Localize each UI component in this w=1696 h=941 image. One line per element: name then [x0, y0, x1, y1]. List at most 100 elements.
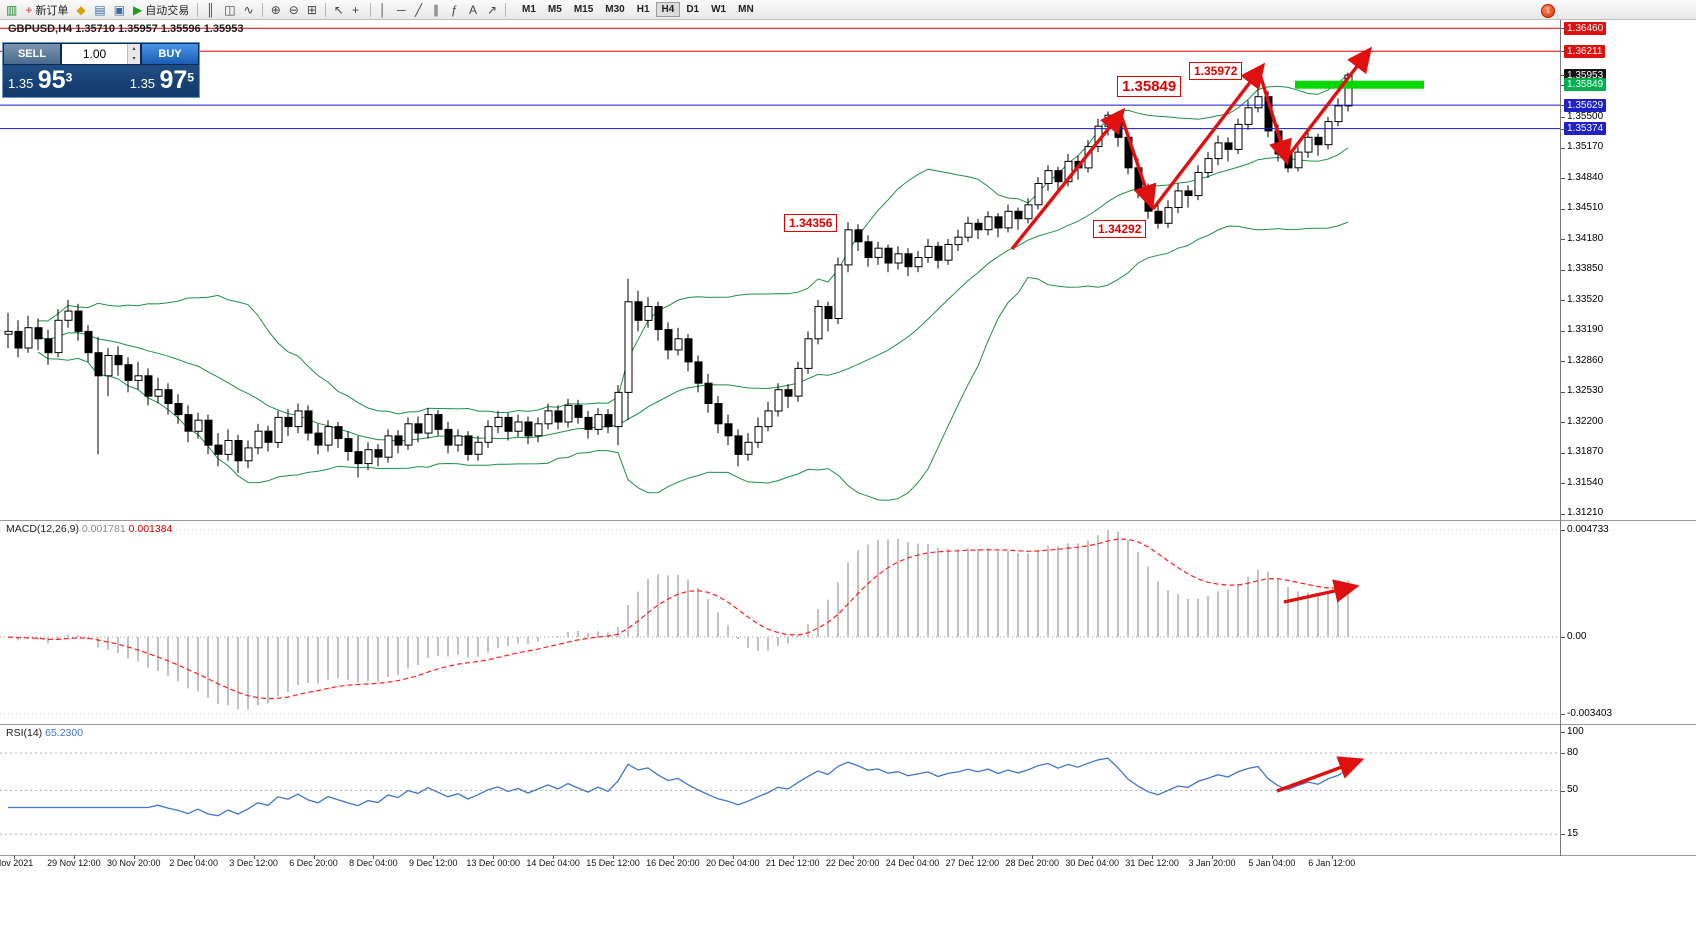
cursor-icon: ↖ — [333, 2, 344, 17]
price-tick-label: 1.35170 — [1567, 141, 1604, 152]
volume-input[interactable] — [62, 44, 127, 64]
toolbar-buttons: ▥ + 新订单 ◆ ▤ ▣ ▶ 自动交易 ║ ◫ ∿ ⊕ ⊖ ⊞ ↖ + │ ─ ╱ ∥ ƒ A ↗ — [2, 1, 510, 19]
cursor-icon[interactable]: ↖ — [330, 1, 348, 19]
new-order-button-label: 新订单 — [35, 4, 69, 17]
axis-tick — [852, 855, 854, 859]
price-tick-label: 1.35500 — [1567, 110, 1604, 122]
time-axis[interactable]: Nov 2021 29 Nov 12:00 30 Nov 20:00 2 Dec 04… — [0, 855, 1560, 872]
volume-up-icon[interactable]: ▴ — [127, 44, 140, 54]
line-chart-type-icon: ∿ — [243, 2, 254, 17]
market-watch-icon[interactable]: ▤ — [90, 1, 109, 19]
alert-badge[interactable]: 1 — [1541, 4, 1555, 18]
timeframe-m15[interactable]: M15 — [568, 2, 599, 17]
chart-price-annotation[interactable]: 1.35849 — [1117, 76, 1182, 97]
tile-windows-icon: ⊞ — [306, 2, 317, 17]
axis-tick — [1561, 51, 1565, 53]
time-label: 22 Dec 20:00 — [825, 858, 880, 868]
fibonacci-icon[interactable]: ƒ — [447, 1, 465, 19]
tile-windows-icon[interactable]: ⊞ — [303, 1, 321, 19]
axis-tick — [792, 855, 794, 859]
candle-chart-type-icon[interactable]: ◫ — [220, 1, 239, 19]
price-tick-label: 1.31210 — [1567, 507, 1604, 518]
volume-down-icon[interactable]: ▾ — [127, 54, 140, 64]
buy-button[interactable]: BUY — [141, 43, 199, 65]
price-line-label: 1.36460 — [1564, 21, 1607, 35]
timeframe-d1[interactable]: D1 — [680, 2, 705, 17]
vertical-line-icon[interactable]: │ — [375, 1, 393, 19]
new-order-button: + — [25, 2, 33, 17]
macd-panel-separator[interactable] — [0, 520, 1696, 521]
chart-price-annotation[interactable]: 1.35972 — [1189, 62, 1243, 80]
axis-tick — [1561, 239, 1565, 240]
timeframe-m1[interactable]: M1 — [516, 2, 542, 17]
candle-chart-type-icon: ◫ — [224, 2, 236, 17]
navigator-icon[interactable]: ▣ — [110, 1, 129, 19]
time-label: 3 Dec 12:00 — [229, 858, 278, 868]
axis-tick — [1561, 147, 1565, 149]
price-tick-label: 1.33850 — [1567, 263, 1604, 274]
bollinger-band — [37, 73, 1349, 415]
timeframe-h4[interactable]: H4 — [655, 2, 681, 17]
new-order-button[interactable]: + 新订单 — [21, 1, 72, 19]
text-icon: A — [468, 2, 477, 17]
price-line-label: 1.35849 — [1564, 78, 1607, 92]
timeframe-m30[interactable]: M30 — [599, 2, 630, 17]
new-chart-icon[interactable]: ▥ — [2, 1, 21, 19]
macd-histogram — [17, 530, 1349, 710]
price-tick-label: 15 — [1567, 827, 1579, 839]
autotrading-button[interactable]: ▶ 自动交易 — [129, 1, 193, 19]
axis-tick — [553, 855, 555, 859]
text-icon[interactable]: A — [465, 1, 483, 19]
bar-chart-type-icon[interactable]: ║ — [202, 1, 220, 19]
layouts-icon[interactable]: ◆ — [72, 1, 90, 19]
rsi-label: RSI(14) — [6, 727, 43, 739]
trendline-icon[interactable]: ╱ — [411, 1, 429, 19]
trendline-icon: ╱ — [414, 2, 423, 17]
vertical-line-icon: │ — [378, 2, 387, 17]
axis-tick — [253, 855, 255, 859]
time-label: 16 Dec 20:00 — [646, 858, 700, 868]
zoom-in-icon: ⊕ — [270, 2, 281, 17]
time-label: 9 Dec 12:00 — [409, 858, 458, 868]
crosshair-icon[interactable]: + — [348, 1, 366, 19]
channel-icon: ∥ — [432, 2, 439, 17]
axis-tick — [1561, 732, 1565, 733]
arrows-tool-icon[interactable]: ↗ — [483, 1, 501, 19]
timeframe-mn[interactable]: MN — [732, 2, 760, 17]
chart-price-annotation[interactable]: 1.34356 — [784, 214, 838, 232]
time-label: 27 Dec 12:00 — [945, 858, 1000, 868]
line-chart-type-icon[interactable]: ∿ — [240, 1, 258, 19]
channel-icon[interactable]: ∥ — [429, 1, 447, 19]
axis-tick — [313, 855, 315, 859]
timeframe-w1[interactable]: W1 — [705, 2, 732, 17]
axis-tick — [1561, 28, 1565, 30]
rsi-panel-separator[interactable] — [0, 724, 1696, 725]
macd-main-value: 0.001781 — [81, 523, 126, 535]
toolbar-separator — [197, 2, 199, 17]
bollinger-band — [37, 147, 1349, 442]
axis-tick — [732, 855, 734, 859]
axis-tick — [1561, 75, 1565, 77]
trend-arrows[interactable] — [1010, 46, 1373, 793]
chart-price-annotation[interactable]: 1.34292 — [1093, 220, 1147, 238]
zoom-out-icon: ⊖ — [288, 2, 299, 17]
axis-tick — [1561, 753, 1565, 754]
axis-tick — [1561, 330, 1565, 332]
axis-tick — [1032, 855, 1034, 859]
axis-tick — [1092, 855, 1094, 859]
price-axis[interactable]: 1.35500 1.35170 1.34840 1.34510 1.34180 1.338… — [1561, 0, 1696, 941]
time-label: 20 Dec 04:00 — [706, 858, 760, 868]
bar-chart-type-icon: ║ — [206, 2, 215, 17]
sell-button[interactable]: SELL — [3, 43, 61, 65]
time-label: 6 Dec 20:00 — [289, 858, 338, 868]
axis-tick — [1152, 855, 1154, 859]
market-watch-icon: ▤ — [94, 2, 106, 17]
price-tick-label: 1.34840 — [1567, 171, 1604, 183]
bollinger-band — [37, 221, 1349, 501]
zoom-in-icon[interactable]: ⊕ — [267, 1, 285, 19]
zoom-out-icon[interactable]: ⊖ — [285, 1, 303, 19]
timeframe-m5[interactable]: M5 — [542, 2, 568, 17]
timeframe-h1[interactable]: H1 — [631, 2, 656, 17]
horizontal-line-icon[interactable]: ─ — [393, 1, 411, 19]
